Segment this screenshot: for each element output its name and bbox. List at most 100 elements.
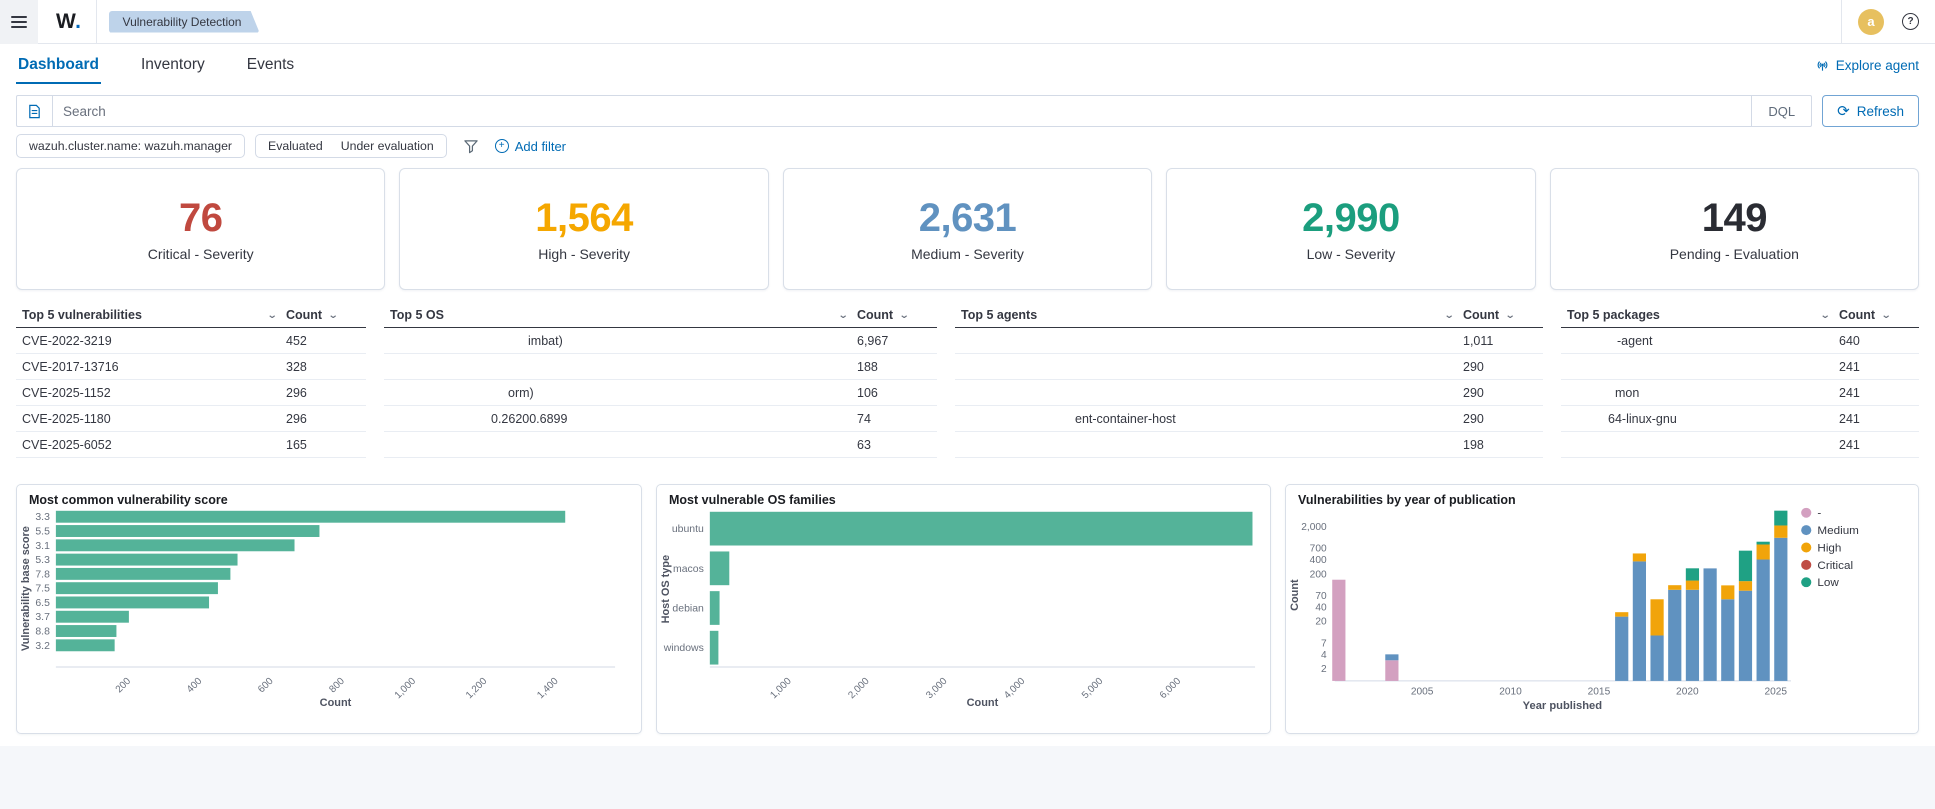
table-row: 0.26200.6899 74	[384, 406, 937, 432]
stack-segment-medium[interactable]	[1703, 568, 1717, 681]
bar-3.3[interactable]	[55, 510, 566, 523]
sort-chevron-icon[interactable]: ⌄	[1504, 309, 1516, 321]
svg-text:70: 70	[1315, 591, 1327, 602]
stack-segment-high[interactable]	[1685, 580, 1700, 590]
stack-segment-medium[interactable]	[1668, 589, 1682, 681]
filter-pill-cluster[interactable]: wazuh.cluster.name: wazuh.manager	[16, 134, 246, 158]
sort-chevron-icon[interactable]: ⌄	[898, 309, 910, 321]
column-header-count[interactable]: Count ⌄	[286, 308, 339, 322]
menu-button[interactable]	[0, 0, 38, 44]
tab-dashboard[interactable]: Dashboard	[16, 46, 101, 84]
stack-segment-high[interactable]	[1738, 581, 1753, 591]
bar-3.1[interactable]	[55, 539, 295, 552]
stat-card-critical[interactable]: 76 Critical - Severity	[16, 168, 386, 290]
sort-chevron-icon[interactable]: ⌄	[1880, 309, 1892, 321]
stat-card-medium[interactable]: 2,631 Medium - Severity	[782, 168, 1153, 290]
avatar[interactable]: a	[1858, 8, 1884, 35]
bar-8.8[interactable]	[55, 625, 117, 637]
svg-text:2020: 2020	[1676, 686, 1699, 697]
stack-segment-low[interactable]	[1738, 550, 1753, 582]
legend-item-critical[interactable]: Critical	[1801, 559, 1853, 572]
bar-ubuntu[interactable]	[709, 511, 1253, 546]
stat-card-pending[interactable]: 149 Pending - Evaluation	[1549, 168, 1920, 290]
wazuh-logo[interactable]: W.	[56, 9, 82, 33]
stack-segment-medium[interactable]	[1650, 635, 1664, 681]
filter-funnel-icon[interactable]	[463, 139, 479, 154]
table-row: 198	[955, 432, 1543, 458]
stack-segment-medium[interactable]	[1756, 559, 1770, 681]
svg-text:4: 4	[1321, 650, 1327, 661]
column-header-name[interactable]: Top 5 OS ⌄	[390, 308, 849, 322]
sort-chevron-icon[interactable]: ⌄	[327, 309, 339, 321]
tab-events[interactable]: Events	[246, 56, 295, 73]
legend-item-medium[interactable]: Medium	[1801, 525, 1859, 537]
column-header-count[interactable]: Count ⌄	[857, 308, 910, 322]
sort-chevron-icon[interactable]: ⌄	[266, 309, 278, 321]
help-icon[interactable]: ?	[1902, 13, 1919, 30]
stack-segment-low[interactable]	[1756, 541, 1770, 545]
explore-agent-link[interactable]: Explore agent	[1815, 58, 1919, 73]
stack-segment-medium[interactable]	[1774, 537, 1788, 681]
svg-text:200: 200	[1310, 569, 1327, 580]
stack-segment-low[interactable]	[1774, 510, 1788, 526]
filter-pill-evaluation[interactable]: Evaluated Under evaluation	[255, 134, 447, 158]
stack-segment-medium[interactable]	[1632, 561, 1646, 681]
column-header-count[interactable]: Count ⌄	[1463, 308, 1516, 322]
stack-segment-medium[interactable]	[1721, 599, 1735, 681]
legend-item-high[interactable]: High	[1801, 542, 1841, 555]
legend-item-low[interactable]: Low	[1801, 577, 1839, 589]
stack-segment-high[interactable]	[1615, 612, 1629, 617]
refresh-button[interactable]: ⟳ Refresh	[1822, 95, 1919, 127]
stat-card-low[interactable]: 2,990 Low - Severity	[1166, 168, 1536, 290]
legend-item-unknown[interactable]: -	[1801, 507, 1821, 520]
bar-7.8[interactable]	[55, 567, 231, 580]
tab-inventory[interactable]: Inventory	[140, 56, 205, 73]
stack-segment-medium[interactable]	[1615, 616, 1629, 681]
column-header-count[interactable]: Count ⌄	[1839, 308, 1892, 322]
stack-segment-high[interactable]	[1632, 553, 1646, 562]
sort-chevron-icon[interactable]: ⌄	[1443, 309, 1455, 321]
sort-chevron-icon[interactable]: ⌄	[1819, 309, 1831, 321]
column-header-name[interactable]: Top 5 packages ⌄	[1567, 308, 1831, 322]
stack-segment-medium[interactable]	[1385, 654, 1399, 661]
table-row: CVE-2025-1152 296	[16, 380, 366, 406]
bar-windows[interactable]	[709, 630, 719, 665]
chart-title: Vulnerabilities by year of publication	[1298, 493, 1516, 507]
stack-segment-high[interactable]	[1774, 525, 1788, 538]
stat-card-high[interactable]: 1,564 High - Severity	[399, 168, 769, 290]
bar-debian[interactable]	[709, 591, 720, 625]
svg-text:5.5: 5.5	[35, 527, 50, 538]
column-header-name[interactable]: Top 5 agents ⌄	[961, 308, 1455, 322]
add-filter-button[interactable]: + Add filter	[494, 139, 566, 154]
stack-segment-medium[interactable]	[1685, 589, 1700, 681]
stack-segment--[interactable]	[1332, 579, 1346, 681]
stack-segment-high[interactable]	[1668, 585, 1682, 590]
search-input[interactable]	[53, 96, 1752, 126]
redaction-box	[384, 385, 504, 400]
svg-text:1,000: 1,000	[768, 675, 794, 701]
table-row: mon 241	[1561, 380, 1919, 406]
bar-6.5[interactable]	[55, 596, 210, 609]
divider	[1841, 0, 1842, 44]
bar-3.7[interactable]	[55, 610, 129, 623]
bar-3.2[interactable]	[55, 639, 115, 652]
svg-text:-: -	[1817, 508, 1821, 520]
query-language-button[interactable]: DQL	[1751, 96, 1811, 126]
stack-segment-high[interactable]	[1756, 544, 1770, 560]
search-row: DQL ⟳ Refresh	[16, 95, 1919, 127]
sort-chevron-icon[interactable]: ⌄	[837, 309, 849, 321]
stack-segment-low[interactable]	[1685, 568, 1700, 581]
breadcrumb[interactable]: Vulnerability Detection	[109, 11, 260, 33]
row-count: 452	[286, 333, 307, 348]
svg-text:2005: 2005	[1411, 686, 1434, 697]
column-header-name[interactable]: Top 5 vulnerabilities ⌄	[22, 308, 278, 322]
bar-5.5[interactable]	[55, 525, 320, 537]
bar-macos[interactable]	[709, 551, 730, 586]
bar-5.3[interactable]	[55, 553, 238, 566]
bar-7.5[interactable]	[55, 582, 218, 595]
stack-segment-high[interactable]	[1721, 585, 1735, 600]
stack-segment--[interactable]	[1385, 660, 1399, 681]
stack-segment-high[interactable]	[1650, 599, 1664, 636]
saved-query-icon[interactable]	[17, 96, 53, 126]
stack-segment-medium[interactable]	[1738, 590, 1753, 681]
